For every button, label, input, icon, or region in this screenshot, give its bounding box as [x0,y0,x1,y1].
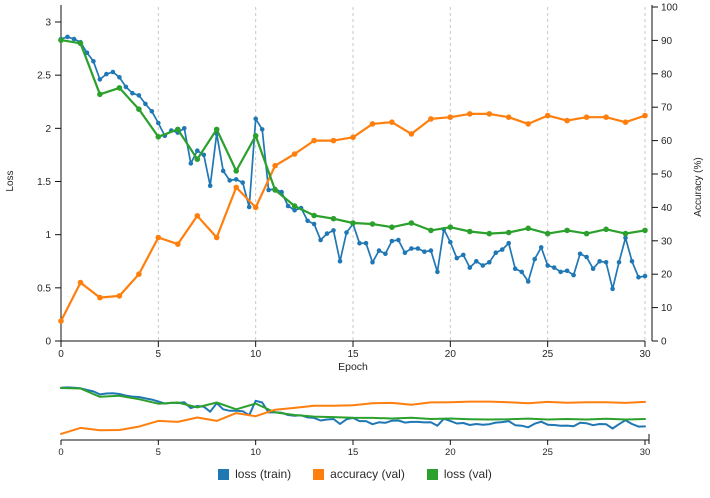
svg-text:20: 20 [445,349,457,360]
legend-label-loss-val: loss (val) [443,467,492,481]
svg-text:3: 3 [45,18,51,29]
svg-text:5: 5 [156,447,161,458]
legend-item-accuracy-val: accuracy (val) [313,467,405,481]
svg-text:30: 30 [661,236,673,247]
chart-legend: loss (train) accuracy (val) loss (val) [0,467,710,481]
svg-text:Accuracy (%): Accuracy (%) [693,157,704,216]
svg-text:5: 5 [156,349,162,360]
legend-swatch-accuracy-val [313,468,325,480]
legend-swatch-loss-train [218,468,230,480]
svg-text:1.5: 1.5 [37,177,51,188]
legend-item-loss-train: loss (train) [218,467,291,481]
legend-label-loss-train: loss (train) [235,467,292,481]
svg-text:10: 10 [661,303,673,314]
svg-text:70: 70 [661,103,673,114]
svg-text:80: 80 [661,69,673,80]
svg-text:40: 40 [661,203,673,214]
svg-text:Loss: Loss [5,170,16,191]
svg-text:0: 0 [58,447,63,458]
svg-text:Epoch: Epoch [338,361,368,373]
svg-text:100: 100 [661,3,678,14]
svg-text:25: 25 [542,349,554,360]
svg-text:0: 0 [45,337,51,348]
svg-text:15: 15 [347,349,359,360]
svg-text:30: 30 [639,349,651,360]
svg-text:0: 0 [58,349,64,360]
svg-text:25: 25 [542,447,553,458]
svg-text:30: 30 [640,447,651,458]
svg-text:2.5: 2.5 [37,71,51,82]
svg-text:20: 20 [445,447,456,458]
legend-label-accuracy-val: accuracy (val) [330,467,405,481]
svg-text:1: 1 [45,230,51,241]
legend-item-loss-val: loss (val) [426,467,492,481]
svg-text:90: 90 [661,36,673,47]
overview-brush-area[interactable] [61,380,645,440]
svg-text:20: 20 [661,270,673,281]
svg-text:60: 60 [661,136,673,147]
svg-text:0: 0 [661,337,667,348]
svg-text:50: 50 [661,170,673,181]
svg-text:10: 10 [250,447,261,458]
svg-text:15: 15 [348,447,359,458]
svg-text:0.5: 0.5 [37,283,51,294]
svg-text:10: 10 [250,349,262,360]
svg-text:2: 2 [45,124,51,135]
legend-swatch-loss-val [426,468,438,480]
